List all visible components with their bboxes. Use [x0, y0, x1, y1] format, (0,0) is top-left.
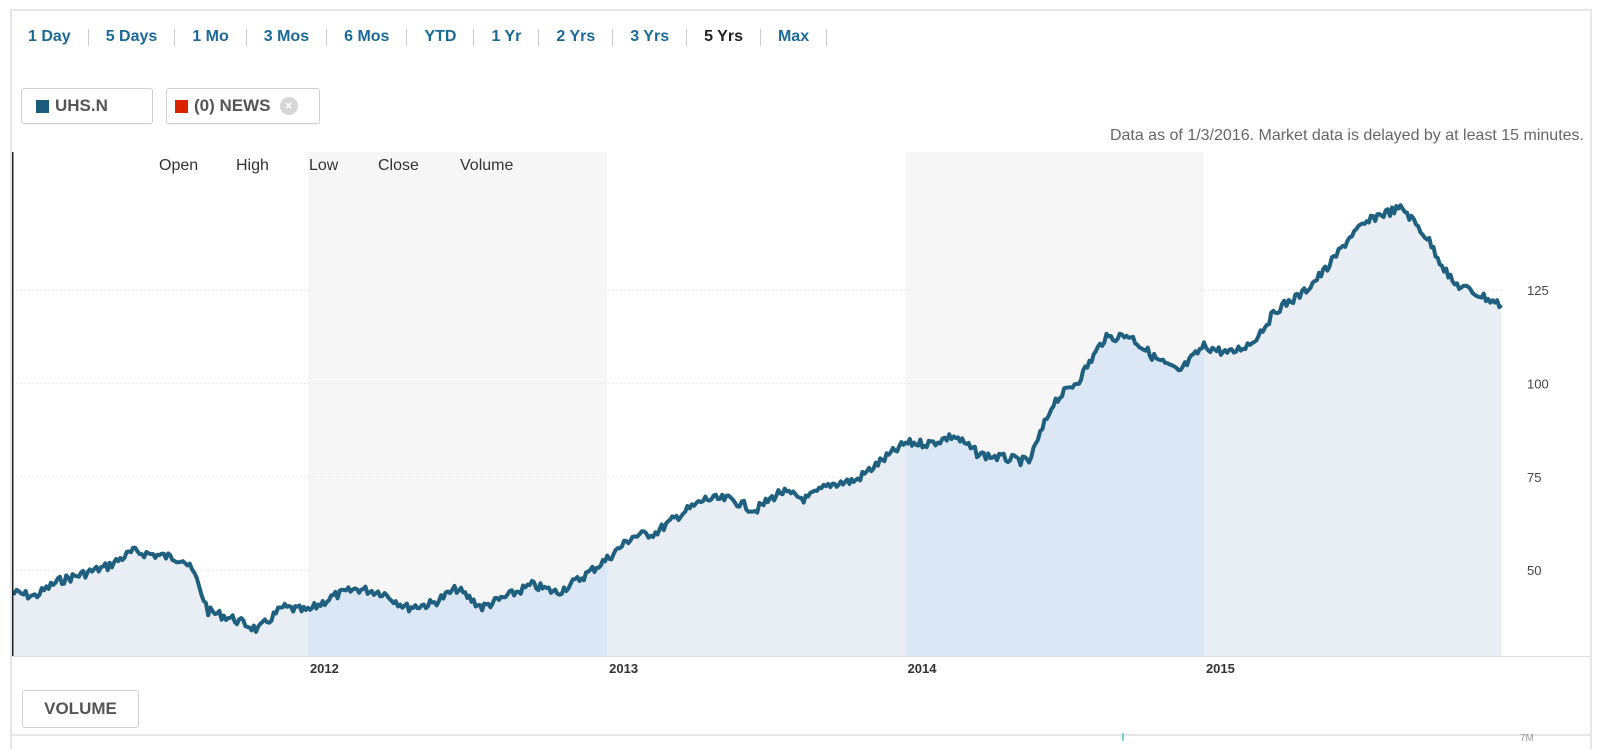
range-separator: [473, 28, 475, 46]
y-tick-label: 125: [1527, 283, 1549, 298]
year-band: [307, 152, 608, 656]
range-button-5-days[interactable]: 5 Days: [105, 28, 158, 45]
range-separator: [245, 28, 247, 46]
range-button-ytd[interactable]: YTD: [424, 28, 457, 45]
volume-axis-tick: 7M: [1520, 733, 1534, 744]
close-icon[interactable]: ×: [279, 97, 298, 115]
range-button-1-yr[interactable]: 1 Yr: [491, 28, 522, 45]
range-button-6-mos[interactable]: 6 Mos: [344, 28, 390, 45]
ohlcv-label-open: Open: [159, 157, 198, 174]
x-tick-label: 2013: [609, 661, 638, 676]
ohlcv-label-low: Low: [309, 157, 339, 174]
volume-toggle-button[interactable]: VOLUME: [22, 690, 139, 728]
time-range-selector: 1 Day 5 Days 1 Mo 3 Mos 6 Mos YTD 1 Yr 2 Yrs 3 Y…: [14, 27, 828, 47]
chart-frame: [10, 9, 1592, 749]
range-separator: [759, 28, 761, 46]
price-chart: 50 75 100 125 2012 2013 2014 2015 Open High Low Clo…: [11, 152, 1590, 687]
ticker-label: UHS.N: [55, 96, 108, 115]
range-button-1-mo[interactable]: 1 Mo: [192, 28, 229, 45]
range-separator: [538, 28, 540, 46]
ohlcv-label-close: Close: [378, 157, 419, 174]
range-separator: [826, 28, 828, 46]
data-delay-note: Data as of 1/3/2016. Market data is dela…: [1109, 127, 1584, 144]
x-tick-label: 2015: [1206, 661, 1235, 676]
price-line: [11, 203, 1503, 634]
ohlcv-label-volume: Volume: [460, 157, 513, 174]
range-button-5-yrs[interactable]: 5 Yrs: [704, 28, 743, 45]
y-tick-label: 50: [1527, 563, 1541, 578]
range-separator: [326, 28, 328, 46]
news-legend-chip[interactable]: (0) NEWS ×: [166, 88, 320, 124]
x-tick-label: 2014: [908, 661, 938, 676]
y-tick-label: 100: [1527, 376, 1549, 391]
ticker-legend-chip[interactable]: UHS.N: [21, 88, 153, 124]
range-button-2-yrs[interactable]: 2 Yrs: [556, 28, 596, 45]
volume-panel-top-border: [12, 734, 1590, 736]
range-separator: [406, 28, 408, 46]
ticker-color-swatch: [36, 99, 49, 113]
price-chart-svg: 50 75 100 125 2012 2013 2014 2015 Open High Low Clo…: [11, 152, 1590, 676]
range-separator: [174, 28, 176, 46]
range-button-1-day[interactable]: 1 Day: [28, 28, 71, 45]
volume-cursor-marker: [1122, 733, 1124, 741]
y-tick-label: 75: [1527, 470, 1541, 485]
news-color-swatch: [175, 99, 188, 113]
range-button-3-mos[interactable]: 3 Mos: [263, 28, 310, 45]
x-tick-label: 2012: [310, 661, 339, 676]
news-label: (0) NEWS: [194, 96, 271, 115]
range-separator: [87, 28, 89, 46]
range-separator: [612, 28, 614, 46]
range-button-max[interactable]: Max: [777, 28, 810, 45]
range-button-3-yrs[interactable]: 3 Yrs: [630, 28, 670, 45]
ohlcv-label-high: High: [236, 157, 269, 174]
range-separator: [686, 28, 688, 46]
